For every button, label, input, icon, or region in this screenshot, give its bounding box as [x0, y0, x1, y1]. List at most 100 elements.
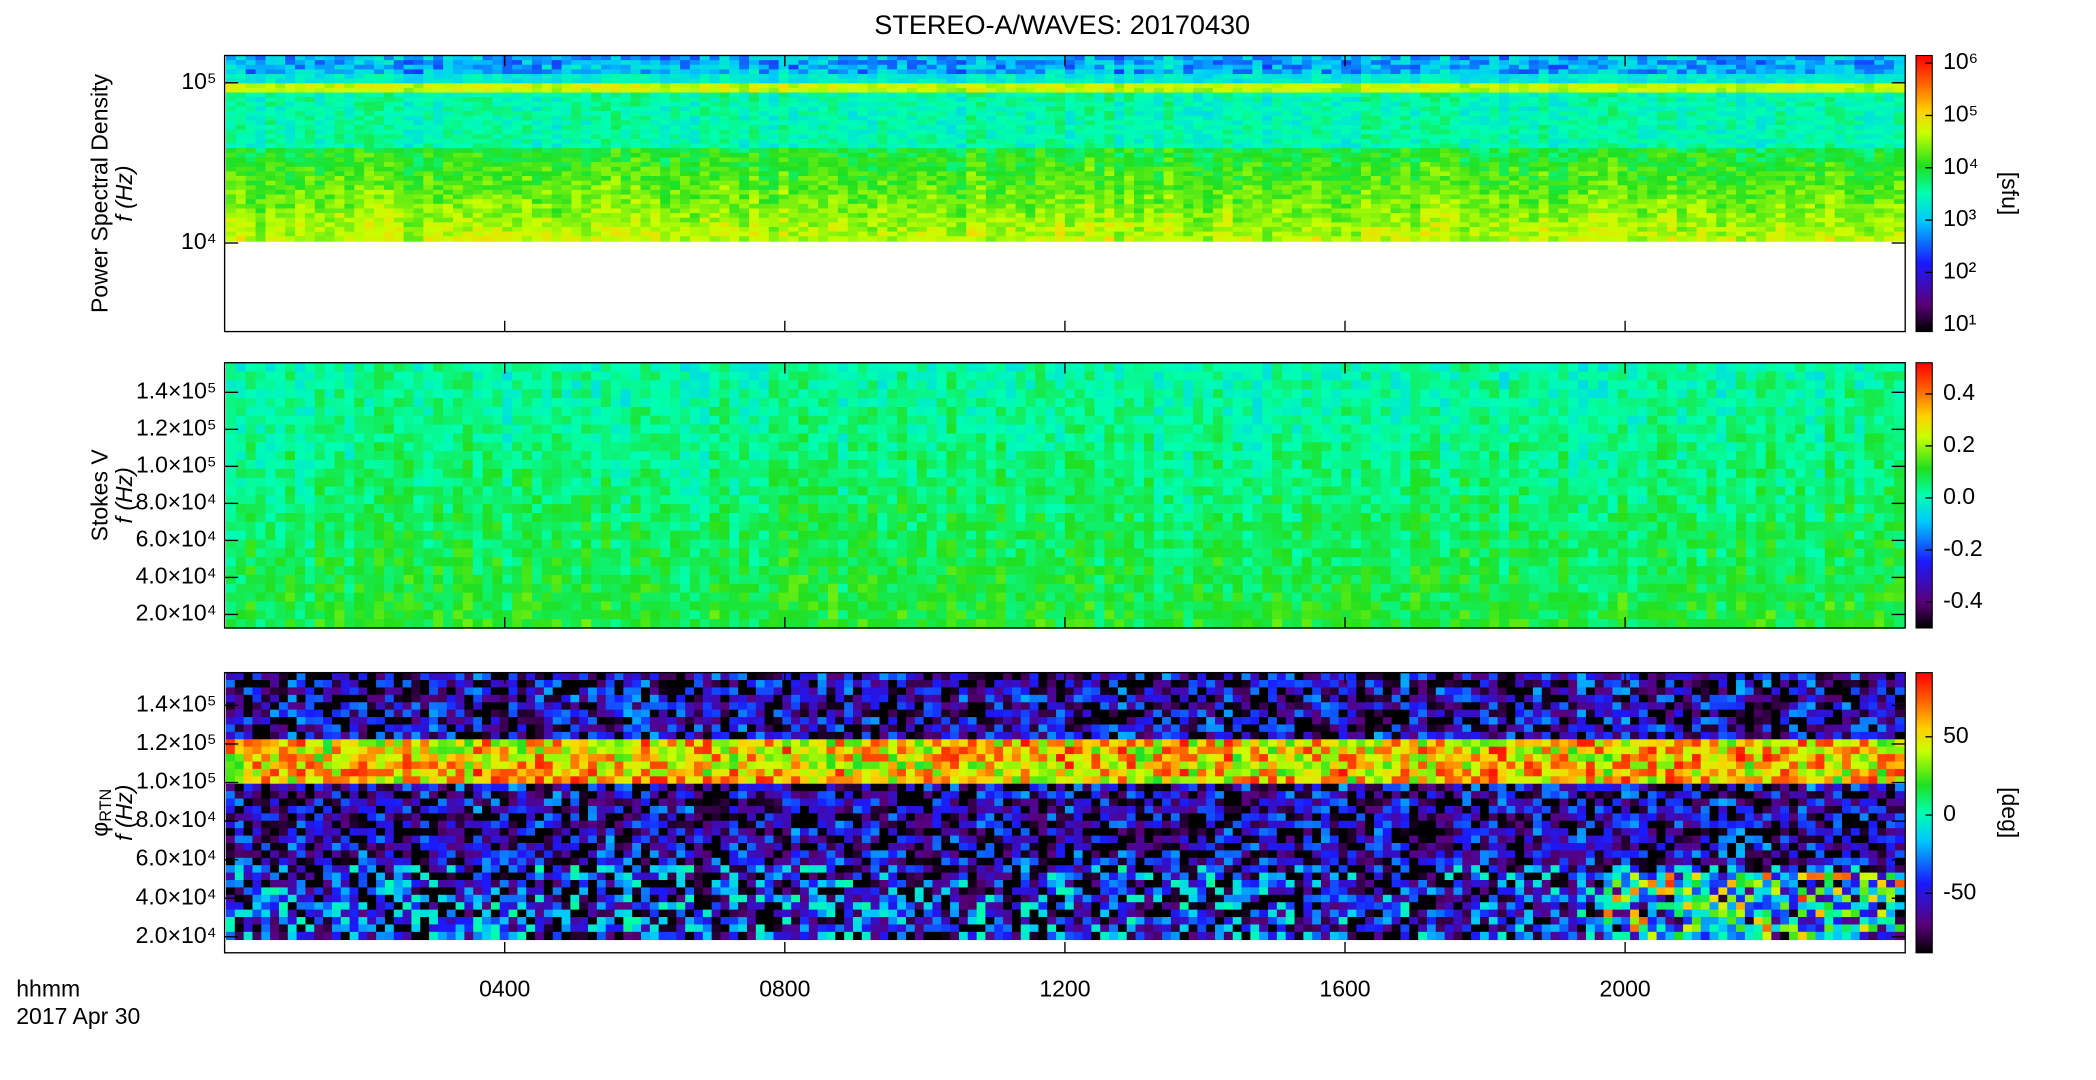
- pixel: [423, 213, 434, 218]
- pixel: [858, 69, 869, 74]
- pixel: [414, 195, 425, 200]
- pixel: [394, 208, 405, 213]
- pixel: [700, 88, 711, 93]
- pixel: [838, 148, 849, 153]
- pixel: [808, 213, 819, 218]
- pixel: [394, 93, 405, 98]
- pixel: [1025, 106, 1036, 111]
- pixel: [236, 218, 247, 223]
- pixel: [897, 213, 908, 218]
- pixel: [601, 111, 612, 116]
- pixel: [739, 60, 750, 65]
- pixel: [858, 83, 869, 88]
- pixel: [384, 218, 395, 223]
- pixel: [828, 93, 839, 98]
- pixel: [226, 74, 237, 79]
- pixel: [414, 60, 425, 65]
- pixel: [414, 83, 425, 88]
- pixel: [818, 125, 829, 130]
- pixel: [1134, 106, 1145, 111]
- pixel: [581, 204, 592, 209]
- pixel: [1055, 65, 1066, 70]
- pixel: [571, 97, 582, 102]
- pixel: [275, 102, 286, 107]
- pixel: [897, 93, 908, 98]
- pixel: [937, 106, 948, 111]
- pixel: [739, 227, 750, 232]
- pixel: [749, 60, 760, 65]
- pixel: [285, 88, 296, 93]
- pixel: [789, 139, 800, 144]
- pixel: [512, 69, 523, 74]
- pixel: [927, 218, 938, 223]
- pixel: [226, 227, 237, 232]
- pixel: [1006, 120, 1017, 125]
- pixel: [789, 190, 800, 195]
- pixel: [1164, 148, 1175, 153]
- pixel: [591, 144, 602, 149]
- pixel: [483, 74, 494, 79]
- pixel: [295, 144, 306, 149]
- pixel: [1134, 204, 1145, 209]
- pixel: [937, 167, 948, 172]
- pixel: [1154, 74, 1165, 79]
- pixel: [937, 208, 948, 213]
- pixel: [1035, 134, 1046, 139]
- pixel: [384, 176, 395, 181]
- pixel: [1065, 111, 1076, 116]
- pixel: [473, 185, 484, 190]
- pixel: [1055, 102, 1066, 107]
- pixel: [660, 144, 671, 149]
- pixel: [719, 232, 730, 237]
- pixel: [976, 125, 987, 130]
- pixel: [325, 232, 336, 237]
- pixel: [996, 139, 1007, 144]
- pixel: [779, 74, 790, 79]
- pixel: [611, 199, 622, 204]
- pixel: [414, 74, 425, 79]
- pixel: [571, 83, 582, 88]
- pixel: [374, 111, 385, 116]
- pixel: [976, 139, 987, 144]
- pixel: [344, 74, 355, 79]
- pixel: [483, 227, 494, 232]
- pixel: [1124, 236, 1135, 241]
- pixel: [660, 74, 671, 79]
- pixel: [473, 232, 484, 237]
- pixel: [1055, 208, 1066, 213]
- pixel: [1114, 134, 1125, 139]
- pixel: [858, 106, 869, 111]
- pixel: [1183, 167, 1194, 172]
- pixel: [966, 232, 977, 237]
- pixel: [1183, 111, 1194, 116]
- pixel: [404, 74, 415, 79]
- pixel: [571, 167, 582, 172]
- pixel: [571, 55, 582, 60]
- pixel: [256, 171, 267, 176]
- pixel: [483, 134, 494, 139]
- pixel: [1173, 83, 1184, 88]
- pixel: [769, 208, 780, 213]
- pixel: [670, 218, 681, 223]
- pixel: [660, 93, 671, 98]
- pixel: [868, 139, 879, 144]
- pixel: [897, 69, 908, 74]
- pixel: [798, 176, 809, 181]
- pixel: [542, 236, 553, 241]
- pixel: [966, 204, 977, 209]
- pixel: [917, 55, 928, 60]
- pixel: [710, 93, 721, 98]
- pixel: [542, 195, 553, 200]
- pixel: [522, 144, 533, 149]
- pixel: [591, 125, 602, 130]
- pixel: [946, 79, 957, 84]
- pixel: [759, 69, 770, 74]
- pixel: [305, 130, 316, 135]
- pixel: [364, 162, 375, 167]
- pixel: [512, 218, 523, 223]
- pixel: [1144, 208, 1155, 213]
- pixel: [769, 176, 780, 181]
- pixel: [848, 106, 859, 111]
- pixel: [1134, 148, 1145, 153]
- pixel: [601, 171, 612, 176]
